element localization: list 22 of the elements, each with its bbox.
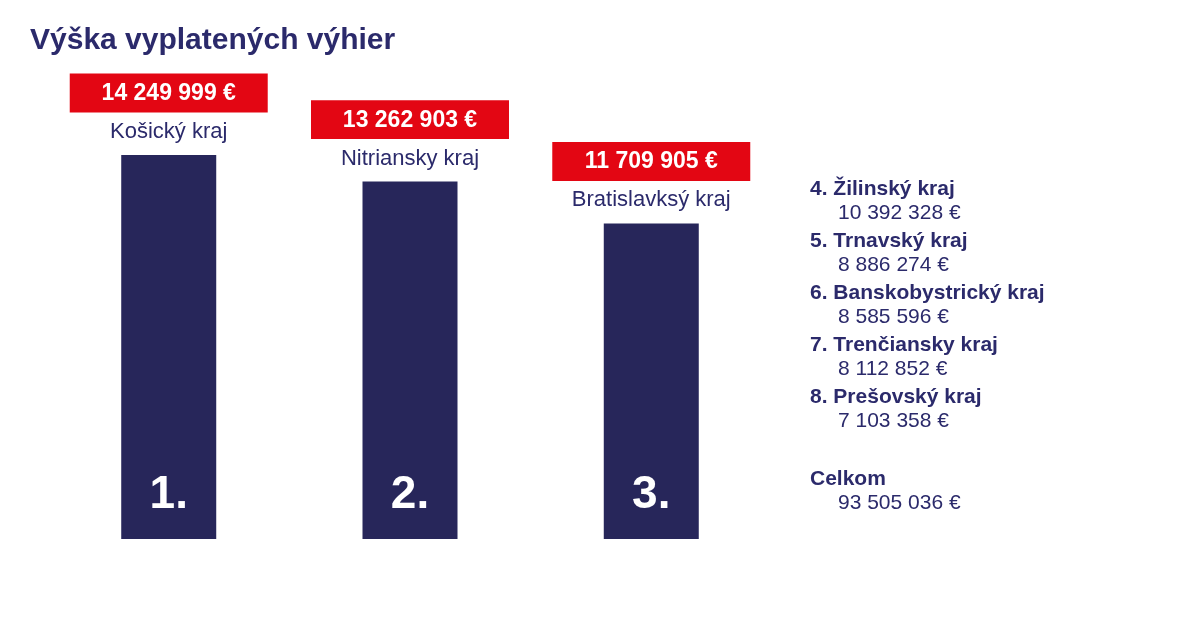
- text: 6. Banskobystrický kraj: [810, 280, 1045, 303]
- text: Celkom: [810, 466, 886, 489]
- text: 8 886 274 €: [838, 252, 950, 275]
- text: 7 103 358 €: [838, 408, 950, 431]
- data-label: 14 249 999 €: [101, 79, 237, 105]
- text: 93 505 036 €: [838, 490, 961, 513]
- x-tick-label: Nitriansky kraj: [340, 144, 480, 170]
- text: 8 585 596 €: [838, 304, 950, 327]
- chart-title: Výška vyplatených výhier: [30, 22, 396, 55]
- text: 8. Prešovský kraj: [810, 384, 982, 407]
- annotation: 3.: [632, 466, 671, 518]
- annotation: 2.: [390, 466, 430, 518]
- text: 5. Trnavský kraj: [810, 228, 968, 251]
- text: 8 112 852 €: [838, 356, 948, 379]
- text: 10 392 328 €: [838, 200, 961, 223]
- data-label: 13 262 903 €: [342, 105, 478, 132]
- text: 7. Trenčiansky kraj: [810, 332, 998, 355]
- x-tick-label: Košický kraj: [110, 118, 228, 143]
- text: 4. Žilinský kraj: [810, 176, 955, 199]
- annotation: 1.: [149, 466, 188, 518]
- data-label: 11 709 905 €: [584, 147, 718, 174]
- x-tick-label: Bratislavksý kraj: [571, 186, 731, 212]
